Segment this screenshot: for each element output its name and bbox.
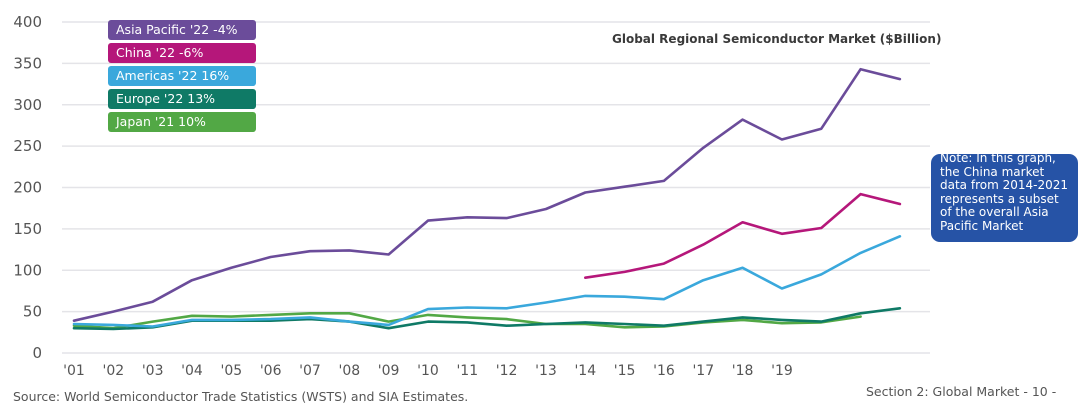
china-data-note: Note: In this graph, the China market da… — [931, 154, 1078, 242]
x-tick-label: '17 — [692, 363, 714, 379]
y-tick-label: 0 — [32, 344, 42, 362]
legend-item-china: China '22 -6% — [108, 43, 256, 63]
y-tick-label: 150 — [13, 220, 42, 238]
series-line-asia-pacific — [72, 67, 902, 322]
x-tick-label: '02 — [102, 363, 124, 379]
series-lines — [72, 67, 902, 331]
legend-item-japan: Japan '21 10% — [108, 112, 256, 132]
x-axis-ticks: '01 '02 '03 '04 '05 '06 '07 '08 '09 '10 '11 '12 '13 '… — [63, 363, 793, 379]
y-tick-label: 250 — [13, 137, 42, 155]
legend-item-europe: Europe '22 13% — [108, 89, 256, 109]
x-tick-label: '12 — [496, 363, 518, 379]
x-tick-label: '13 — [535, 363, 557, 379]
y-tick-label: 300 — [13, 96, 42, 114]
x-tick-label: '09 — [378, 363, 400, 379]
x-tick-label: '19 — [771, 363, 793, 379]
x-tick-label: '14 — [574, 363, 596, 379]
legend: Asia Pacific '22 -4% China '22 -6% America… — [108, 20, 256, 135]
x-tick-label: '10 — [417, 363, 439, 379]
y-tick-label: 100 — [13, 261, 42, 279]
y-tick-label: 200 — [13, 179, 42, 197]
x-tick-label: '05 — [220, 363, 242, 379]
y-tick-label: 350 — [13, 54, 42, 72]
x-tick-label: '06 — [260, 363, 282, 379]
x-tick-label: '08 — [338, 363, 360, 379]
y-tick-label: 50 — [23, 303, 42, 321]
x-tick-label: '18 — [732, 363, 754, 379]
series-line-americas — [72, 235, 902, 328]
legend-item-americas: Americas '22 16% — [108, 66, 256, 86]
x-tick-label: '07 — [299, 363, 321, 379]
legend-item-asia-pacific: Asia Pacific '22 -4% — [108, 20, 256, 40]
source-citation: Source: World Semiconductor Trade Statis… — [13, 389, 469, 404]
note-text: Note: In this graph, the China market da… — [940, 154, 1068, 233]
series-line-china — [584, 192, 902, 279]
page-footer: Section 2: Global Market - 10 - — [866, 384, 1057, 399]
x-tick-label: '03 — [142, 363, 164, 379]
x-tick-label: '04 — [181, 363, 203, 379]
y-tick-label: 400 — [13, 13, 42, 31]
x-tick-label: '15 — [614, 363, 636, 379]
x-tick-label: '01 — [63, 363, 85, 379]
x-tick-label: '11 — [456, 363, 478, 379]
x-tick-label: '16 — [653, 363, 675, 379]
series-line-japan — [72, 312, 862, 330]
chart-title: Global Regional Semiconductor Market ($B… — [612, 32, 942, 46]
y-axis-ticks: 0 50 100 150 200 250 300 350 400 — [13, 13, 42, 362]
